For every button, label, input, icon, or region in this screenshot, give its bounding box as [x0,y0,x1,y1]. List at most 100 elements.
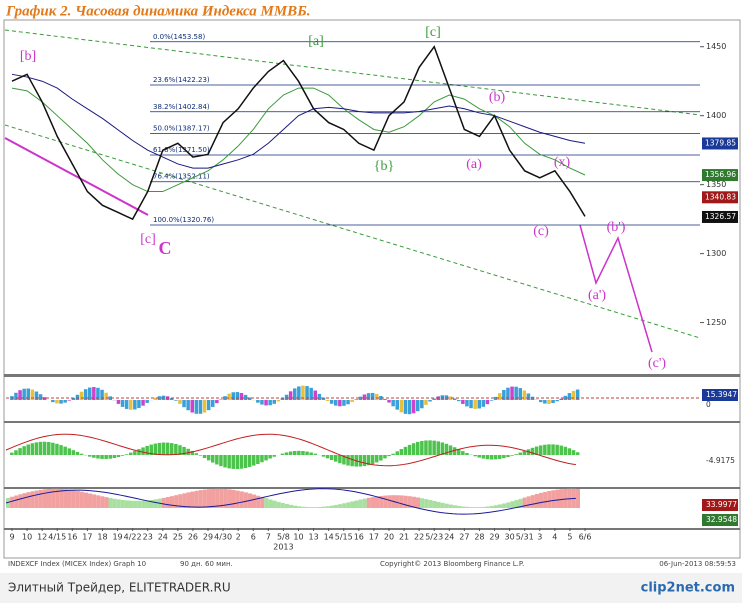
osc-bar [469,400,473,408]
osc-hist [564,447,568,455]
osc-bar [486,400,490,404]
area-band [457,506,461,508]
osc-hist [256,455,260,464]
osc-hist [92,455,96,458]
area-band [326,506,330,508]
osc-bar [145,400,149,403]
area-band [141,501,145,508]
osc-hist [51,443,55,455]
fib-label: 38.2%(1402.84) [153,103,210,111]
osc-hist [39,442,43,455]
osc-bar [59,400,63,404]
area-band [437,502,441,508]
x-tick-label: 22 [414,533,424,542]
area-band [76,491,80,508]
osc-bar [363,394,367,400]
area-band [129,501,133,508]
osc-hist [478,455,482,458]
osc-hist [137,449,141,455]
area-band [207,489,211,508]
osc-hist [539,445,543,455]
osc-bar [572,391,576,400]
osc-hist [334,455,338,462]
x-tick-label: 20 [384,533,394,542]
osc-bar [174,400,178,401]
osc-bar [211,400,215,407]
area-band [441,503,445,508]
area-band [400,495,404,508]
x-tick-label: 29 [203,533,213,542]
osc-bar [129,400,133,410]
area-band [535,494,539,508]
area-band [59,489,63,508]
osc-hist [289,452,293,455]
area-band [527,496,531,508]
osc-hist [391,454,395,455]
osc-hist [371,455,375,464]
osc-bar [568,393,572,400]
osc-hist [100,455,104,459]
osc-bar [404,400,408,414]
area-band [363,499,367,508]
osc-bar [125,400,128,409]
wave-label: [b] [20,49,36,64]
osc-hist [560,446,564,455]
area-band [232,490,236,508]
osc-hist [437,441,441,455]
area-band [539,493,543,508]
osc-bar [268,400,272,405]
x-tick-label: 4/15 [48,533,66,542]
osc-bar [490,400,494,401]
osc-hist [396,451,400,455]
footer-period: 90 дн. 60 мин. [180,560,233,568]
x-tick-label: 12 [37,533,47,542]
area-band [309,507,313,508]
osc-bar [547,400,551,404]
y-tick-label: 1300 [706,249,726,258]
osc-hist [72,450,76,455]
osc-hist [18,448,22,455]
osc-bar [555,400,559,401]
osc-hist [432,441,436,455]
osc-bar [256,400,260,403]
osc-hist [223,455,227,467]
osc-bar [412,400,416,413]
area-band [510,501,514,508]
indicator-tag-label: 32.9548 [706,515,737,524]
price-tag-label: 1379.85 [705,138,736,147]
x-tick-label: 4 [552,533,557,542]
area-band [10,497,14,508]
osc-hist [68,448,72,455]
osc-hist [473,455,477,456]
osc-hist [248,455,252,467]
osc-bar [420,400,424,408]
area-band [449,505,453,508]
area-band [494,505,498,508]
osc-bar [281,398,285,400]
footer-copyright: Copyright© 2013 Bloomberg Finance L.P. [380,560,524,568]
osc-bar [18,390,22,400]
x-tick-label: 7 [266,533,271,542]
osc-bar [289,391,293,400]
osc-hist [330,455,334,460]
osc-hist [482,455,486,459]
x-tick-label: 23 [143,533,153,542]
osc-bar [428,400,432,402]
x-tick-label: 19 [112,533,122,542]
area-band [346,502,350,508]
area-band [318,507,322,508]
separator [4,528,740,530]
osc-bar [498,393,502,400]
osc-hist [211,455,215,463]
area-band [330,506,334,508]
osc-hist [207,455,211,460]
osc-hist [203,455,207,458]
x-tick-label: 26 [188,533,198,542]
osc-hist [568,448,572,455]
osc-hist [244,455,248,468]
osc-bar [55,400,59,403]
area-band [371,497,375,508]
osc-hist [47,442,51,455]
area-band [43,489,47,508]
area-band [100,496,104,508]
